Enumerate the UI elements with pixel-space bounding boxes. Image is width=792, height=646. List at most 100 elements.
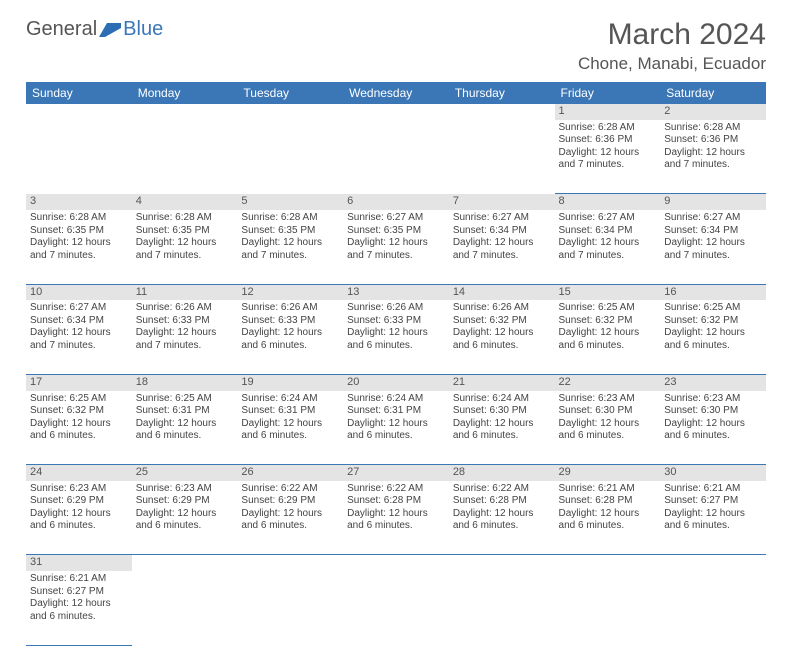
sunset-text: Sunset: 6:33 PM <box>136 315 234 328</box>
day-detail-row: Sunrise: 6:21 AMSunset: 6:27 PMDaylight:… <box>26 571 766 645</box>
day-detail-cell: Sunrise: 6:27 AMSunset: 6:34 PMDaylight:… <box>449 210 555 284</box>
sunrise-text: Sunrise: 6:26 AM <box>241 302 339 315</box>
day-number-cell: 23 <box>660 374 766 390</box>
daylight-text-1: Daylight: 12 hours <box>347 327 445 340</box>
sunrise-text: Sunrise: 6:23 AM <box>136 483 234 496</box>
daylight-text-2: and 6 minutes. <box>664 340 762 353</box>
sunrise-text: Sunrise: 6:24 AM <box>241 393 339 406</box>
day-number-cell <box>132 104 238 120</box>
day-number-cell: 4 <box>132 194 238 210</box>
day-detail-row: Sunrise: 6:25 AMSunset: 6:32 PMDaylight:… <box>26 391 766 465</box>
daylight-text-1: Daylight: 12 hours <box>347 237 445 250</box>
sunset-text: Sunset: 6:31 PM <box>347 405 445 418</box>
weekday-header: Sunday <box>26 82 132 104</box>
sunset-text: Sunset: 6:35 PM <box>136 225 234 238</box>
daylight-text-2: and 6 minutes. <box>241 340 339 353</box>
daylight-text-1: Daylight: 12 hours <box>453 237 551 250</box>
day-number-cell: 11 <box>132 284 238 300</box>
daylight-text-2: and 6 minutes. <box>453 340 551 353</box>
calendar-table: SundayMondayTuesdayWednesdayThursdayFrid… <box>26 82 766 646</box>
day-number-cell: 15 <box>555 284 661 300</box>
day-number-cell: 29 <box>555 465 661 481</box>
day-detail-cell: Sunrise: 6:27 AMSunset: 6:34 PMDaylight:… <box>555 210 661 284</box>
daylight-text-2: and 7 minutes. <box>664 250 762 263</box>
day-detail-cell: Sunrise: 6:27 AMSunset: 6:34 PMDaylight:… <box>26 300 132 374</box>
sunrise-text: Sunrise: 6:23 AM <box>30 483 128 496</box>
logo: General Blue <box>26 18 163 41</box>
sunset-text: Sunset: 6:28 PM <box>559 495 657 508</box>
daylight-text-1: Daylight: 12 hours <box>453 418 551 431</box>
day-number-cell <box>449 104 555 120</box>
day-number-cell: 19 <box>237 374 343 390</box>
day-number-cell: 7 <box>449 194 555 210</box>
daylight-text-2: and 6 minutes. <box>347 340 445 353</box>
weekday-header: Saturday <box>660 82 766 104</box>
sunrise-text: Sunrise: 6:23 AM <box>559 393 657 406</box>
daylight-text-1: Daylight: 12 hours <box>136 418 234 431</box>
logo-text-blue: Blue <box>123 18 163 41</box>
weekday-header: Friday <box>555 82 661 104</box>
daylight-text-1: Daylight: 12 hours <box>664 418 762 431</box>
sunset-text: Sunset: 6:29 PM <box>136 495 234 508</box>
daylight-text-2: and 6 minutes. <box>30 611 128 624</box>
day-detail-cell <box>343 571 449 645</box>
daylight-text-1: Daylight: 12 hours <box>241 237 339 250</box>
day-detail-cell: Sunrise: 6:23 AMSunset: 6:30 PMDaylight:… <box>555 391 661 465</box>
day-detail-cell: Sunrise: 6:24 AMSunset: 6:31 PMDaylight:… <box>343 391 449 465</box>
day-detail-cell: Sunrise: 6:22 AMSunset: 6:28 PMDaylight:… <box>449 481 555 555</box>
day-detail-cell: Sunrise: 6:26 AMSunset: 6:32 PMDaylight:… <box>449 300 555 374</box>
sunrise-text: Sunrise: 6:22 AM <box>453 483 551 496</box>
day-number-cell: 2 <box>660 104 766 120</box>
day-number-cell: 21 <box>449 374 555 390</box>
day-number-cell: 14 <box>449 284 555 300</box>
sunset-text: Sunset: 6:32 PM <box>559 315 657 328</box>
day-number-cell <box>555 555 661 571</box>
daylight-text-2: and 6 minutes. <box>559 340 657 353</box>
day-detail-cell <box>132 120 238 194</box>
sunset-text: Sunset: 6:35 PM <box>30 225 128 238</box>
sunrise-text: Sunrise: 6:27 AM <box>664 212 762 225</box>
day-number-cell: 9 <box>660 194 766 210</box>
day-detail-row: Sunrise: 6:28 AMSunset: 6:36 PMDaylight:… <box>26 120 766 194</box>
day-detail-row: Sunrise: 6:27 AMSunset: 6:34 PMDaylight:… <box>26 300 766 374</box>
day-detail-cell: Sunrise: 6:25 AMSunset: 6:32 PMDaylight:… <box>26 391 132 465</box>
day-detail-cell <box>26 120 132 194</box>
sunrise-text: Sunrise: 6:28 AM <box>559 122 657 135</box>
sunrise-text: Sunrise: 6:21 AM <box>664 483 762 496</box>
day-detail-cell: Sunrise: 6:25 AMSunset: 6:32 PMDaylight:… <box>660 300 766 374</box>
sunrise-text: Sunrise: 6:27 AM <box>30 302 128 315</box>
daylight-text-1: Daylight: 12 hours <box>559 327 657 340</box>
daylight-text-2: and 7 minutes. <box>241 250 339 263</box>
sunrise-text: Sunrise: 6:25 AM <box>559 302 657 315</box>
flag-icon <box>99 23 121 37</box>
day-detail-cell: Sunrise: 6:24 AMSunset: 6:30 PMDaylight:… <box>449 391 555 465</box>
daylight-text-2: and 6 minutes. <box>664 520 762 533</box>
daylight-text-2: and 7 minutes. <box>136 250 234 263</box>
daylight-text-2: and 6 minutes. <box>559 520 657 533</box>
sunset-text: Sunset: 6:27 PM <box>664 495 762 508</box>
daylight-text-1: Daylight: 12 hours <box>241 418 339 431</box>
weekday-header: Wednesday <box>343 82 449 104</box>
day-number-cell: 22 <box>555 374 661 390</box>
sunrise-text: Sunrise: 6:26 AM <box>347 302 445 315</box>
sunset-text: Sunset: 6:28 PM <box>347 495 445 508</box>
day-number-cell: 24 <box>26 465 132 481</box>
day-detail-cell: Sunrise: 6:21 AMSunset: 6:28 PMDaylight:… <box>555 481 661 555</box>
sunrise-text: Sunrise: 6:27 AM <box>453 212 551 225</box>
sunset-text: Sunset: 6:32 PM <box>664 315 762 328</box>
day-detail-cell <box>132 571 238 645</box>
sunrise-text: Sunrise: 6:25 AM <box>664 302 762 315</box>
title-block: March 2024 Chone, Manabi, Ecuador <box>578 18 766 74</box>
day-detail-cell: Sunrise: 6:22 AMSunset: 6:28 PMDaylight:… <box>343 481 449 555</box>
day-detail-cell: Sunrise: 6:25 AMSunset: 6:32 PMDaylight:… <box>555 300 661 374</box>
day-number-cell: 6 <box>343 194 449 210</box>
day-detail-cell: Sunrise: 6:23 AMSunset: 6:29 PMDaylight:… <box>132 481 238 555</box>
day-number-cell: 18 <box>132 374 238 390</box>
header: General Blue March 2024 Chone, Manabi, E… <box>26 18 766 74</box>
day-detail-cell <box>449 120 555 194</box>
daylight-text-1: Daylight: 12 hours <box>241 508 339 521</box>
daylight-text-1: Daylight: 12 hours <box>30 327 128 340</box>
sunset-text: Sunset: 6:34 PM <box>453 225 551 238</box>
day-number-cell: 12 <box>237 284 343 300</box>
daylight-text-1: Daylight: 12 hours <box>30 237 128 250</box>
